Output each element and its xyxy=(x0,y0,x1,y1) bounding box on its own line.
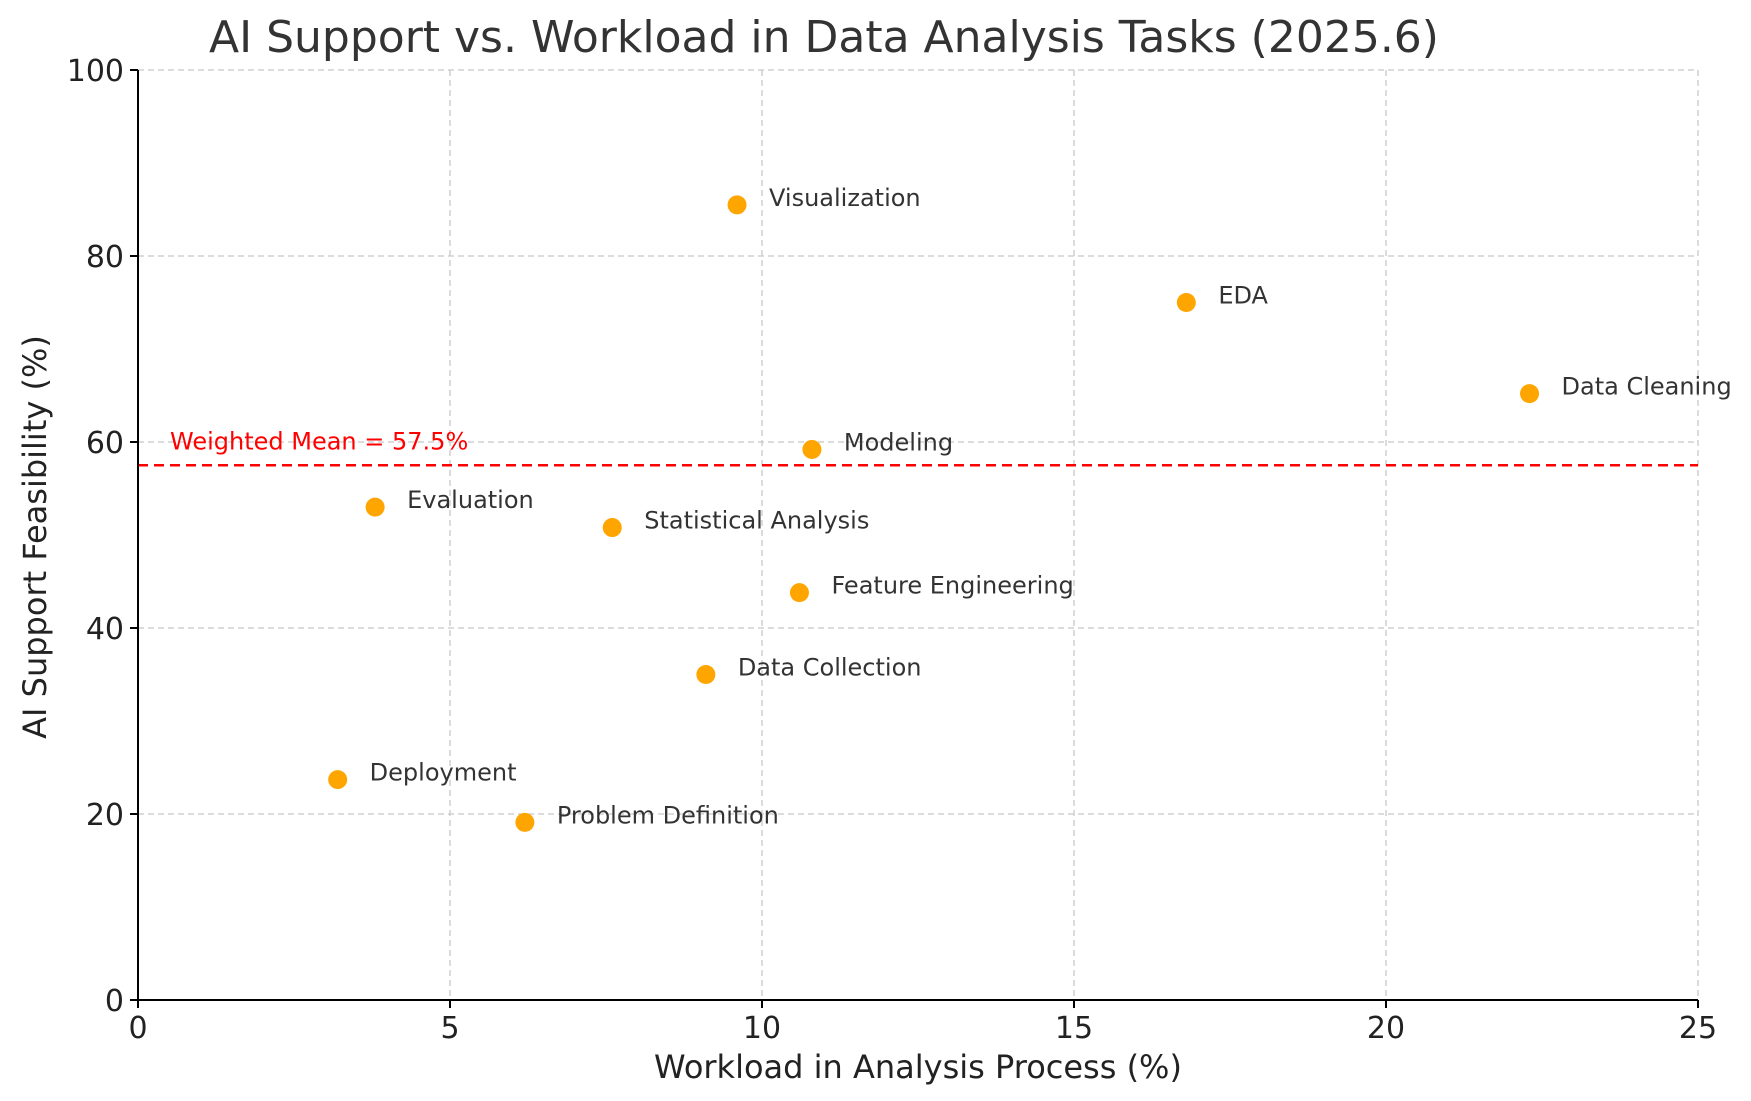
x-tick-label-3: 15 xyxy=(1055,1011,1093,1046)
data-point-label-3: Modeling xyxy=(844,428,953,456)
y-tick-label-0: 0 xyxy=(105,984,124,1019)
x-tick-label-4: 20 xyxy=(1367,1011,1405,1046)
data-point-label-8: Deployment xyxy=(370,759,517,787)
data-point-label-1: EDA xyxy=(1218,282,1268,310)
data-point-1 xyxy=(1176,293,1196,312)
data-point-0 xyxy=(727,195,747,215)
y-tick-label-1: 20 xyxy=(86,798,124,833)
x-tick-label-1: 5 xyxy=(440,1011,459,1046)
x-axis-label: Workload in Analysis Process (%) xyxy=(654,1048,1182,1086)
data-point-label-4: Evaluation xyxy=(407,486,534,514)
data-point-label-2: Data Cleaning xyxy=(1562,373,1732,401)
y-axis-label: AI Support Feasibility (%) xyxy=(16,335,54,739)
data-point-6 xyxy=(789,583,809,603)
data-point-4 xyxy=(365,497,385,517)
reference-line-group: Weighted Mean = 57.5% xyxy=(138,427,1698,467)
x-tick-label-0: 0 xyxy=(128,1011,147,1046)
data-point-9 xyxy=(515,812,535,832)
y-tick-label-5: 100 xyxy=(67,54,124,89)
axes: 0 5 10 15 20 25 0 20 40 60 80 100 xyxy=(67,54,1717,1046)
data-point-label-9: Problem Definition xyxy=(557,801,779,829)
data-point-label-7: Data Collection xyxy=(738,654,922,682)
data-point-7 xyxy=(696,665,716,684)
data-point-label-5: Statistical Analysis xyxy=(644,507,869,535)
data-point-8 xyxy=(328,770,348,790)
data-point-2 xyxy=(1520,384,1540,404)
data-points: Visualization EDA Data Cleaning Modeling Eva… xyxy=(328,184,1732,832)
data-point-label-0: Visualization xyxy=(769,184,921,212)
data-point-3 xyxy=(802,439,822,459)
chart-title: AI Support vs. Workload in Data Analysis… xyxy=(209,12,1439,63)
y-tick-label-2: 40 xyxy=(86,612,124,647)
y-tick-label-3: 60 xyxy=(86,426,124,461)
data-point-5 xyxy=(602,518,622,538)
data-point-label-6: Feature Engineering xyxy=(831,572,1073,600)
weighted-mean-label: Weighted Mean = 57.5% xyxy=(170,427,468,455)
x-tick-label-2: 10 xyxy=(743,1011,781,1046)
x-tick-label-5: 25 xyxy=(1679,1011,1717,1046)
y-tick-label-4: 80 xyxy=(86,240,124,275)
